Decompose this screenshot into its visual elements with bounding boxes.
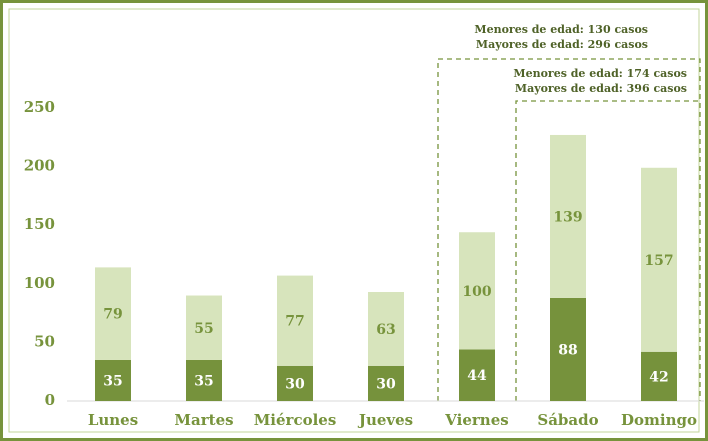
bar-segment: [641, 167, 677, 352]
value-label: 100: [462, 284, 491, 300]
y-tick-label: 150: [24, 215, 55, 233]
bar-segment: [368, 292, 404, 366]
annotation: Menores de edad: 174 casos: [513, 67, 687, 80]
y-tick-label: 250: [24, 98, 55, 116]
x-tick-label: Domingo: [621, 411, 697, 429]
y-tick-label: 100: [24, 274, 55, 292]
annotation: Menores de edad: 130 casos: [474, 23, 648, 36]
x-tick-label: Sábado: [537, 411, 598, 429]
bar-segment: [550, 134, 586, 298]
bar-segment: [186, 295, 222, 360]
x-tick-label: Lunes: [88, 411, 138, 429]
value-label: 35: [194, 373, 213, 389]
bar-segment: [277, 275, 313, 366]
value-label: 30: [285, 376, 305, 392]
value-label: 157: [644, 253, 673, 269]
value-label: 88: [558, 342, 577, 358]
y-tick-label: 0: [45, 391, 55, 409]
x-tick-label: Miércoles: [254, 411, 337, 429]
bar-segment: [641, 351, 677, 401]
x-tick-label: Martes: [174, 411, 233, 429]
value-label: 77: [285, 314, 304, 330]
y-tick-label: 50: [34, 332, 55, 350]
annotation: Mayores de edad: 396 casos: [515, 82, 687, 95]
bar-segment: [95, 359, 131, 401]
bar-segment: [368, 365, 404, 401]
weekend-box-2: [515, 100, 698, 401]
value-label: 79: [103, 307, 122, 323]
inner-frame: [8, 8, 700, 433]
value-label: 42: [649, 369, 668, 385]
bar-segment: [550, 297, 586, 401]
annotation: Mayores de edad: 296 casos: [476, 38, 648, 51]
bar-segment: [186, 359, 222, 401]
y-tick-label: 200: [24, 157, 55, 175]
bar-segment: [459, 232, 495, 350]
x-tick-label: Jueves: [357, 411, 413, 429]
value-label: 63: [376, 322, 395, 338]
value-label: 44: [467, 368, 487, 384]
bar-segment: [95, 267, 131, 360]
x-tick-label: Viernes: [444, 411, 508, 429]
value-label: 30: [376, 376, 396, 392]
value-label: 139: [553, 209, 582, 225]
value-label: 35: [103, 373, 122, 389]
value-label: 55: [194, 321, 213, 337]
bar-segment: [277, 365, 313, 401]
weekend-box: [437, 58, 701, 401]
bar-segment: [459, 349, 495, 401]
